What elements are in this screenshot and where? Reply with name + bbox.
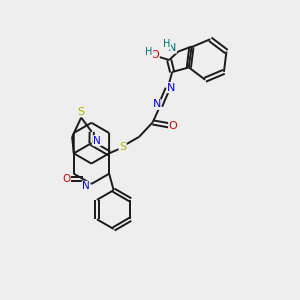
Text: N: N (168, 43, 176, 53)
Text: N: N (93, 136, 101, 146)
Text: S: S (78, 106, 85, 117)
Text: N: N (152, 99, 161, 110)
Text: N: N (167, 82, 176, 93)
Text: N: N (82, 181, 90, 191)
Text: S: S (119, 142, 126, 152)
Text: O: O (169, 121, 177, 131)
Text: H: H (146, 47, 153, 57)
Text: H: H (163, 39, 170, 49)
Text: O: O (150, 50, 159, 61)
Text: O: O (62, 174, 70, 184)
